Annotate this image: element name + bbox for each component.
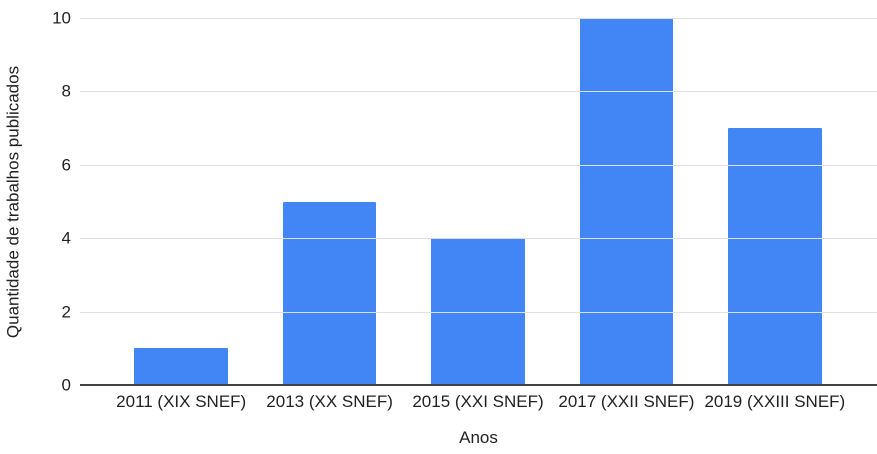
y-tick-label-4: 4	[61, 228, 71, 248]
y-tick-label-10: 10	[52, 8, 71, 28]
x-tick-label: 2011 (XIX SNEF)	[116, 392, 247, 411]
y-tick-label-8: 8	[61, 81, 71, 101]
bar-slot	[404, 18, 552, 385]
x-axis-title: Anos	[459, 428, 498, 447]
bars-group	[107, 18, 849, 385]
gridline-2	[80, 311, 877, 313]
bar-slot	[107, 18, 255, 385]
gridline-4	[80, 238, 877, 240]
bar-slot	[552, 18, 700, 385]
x-axis-line	[80, 384, 877, 386]
x-tick-label: 2015 (XXI SNEF)	[412, 392, 544, 411]
bar-2017	[579, 18, 674, 385]
gridline-6	[80, 164, 877, 166]
bar-2011	[134, 348, 228, 385]
bar-slot	[701, 18, 849, 385]
y-axis-title: Quantidade de trabalhos publicados	[3, 65, 23, 339]
bar-slot	[255, 18, 403, 385]
x-tick-label: 2017 (XXII SNEF)	[558, 392, 695, 411]
x-tick-label: 2013 (XX SNEF)	[266, 392, 393, 411]
gridline-8	[80, 91, 877, 93]
x-tick-label: 2019 (XXIII SNEF)	[704, 392, 846, 411]
y-tick-label-2: 2	[61, 302, 71, 322]
plot-area: 0 2 4 6 8 10	[52, 10, 877, 394]
gridline-10	[80, 18, 877, 19]
x-axis-labels: 2011 (XIX SNEF) 2013 (XX SNEF) 2015 (XXI S…	[107, 392, 849, 412]
bar-2013	[282, 201, 377, 385]
bar-2019	[728, 128, 822, 385]
y-tick-label-0: 0	[61, 375, 71, 395]
y-tick-label-6: 6	[61, 155, 71, 175]
